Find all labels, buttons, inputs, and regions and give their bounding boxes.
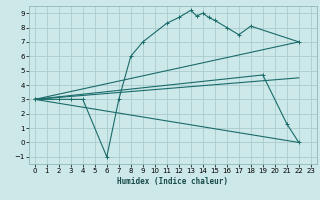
X-axis label: Humidex (Indice chaleur): Humidex (Indice chaleur)	[117, 177, 228, 186]
